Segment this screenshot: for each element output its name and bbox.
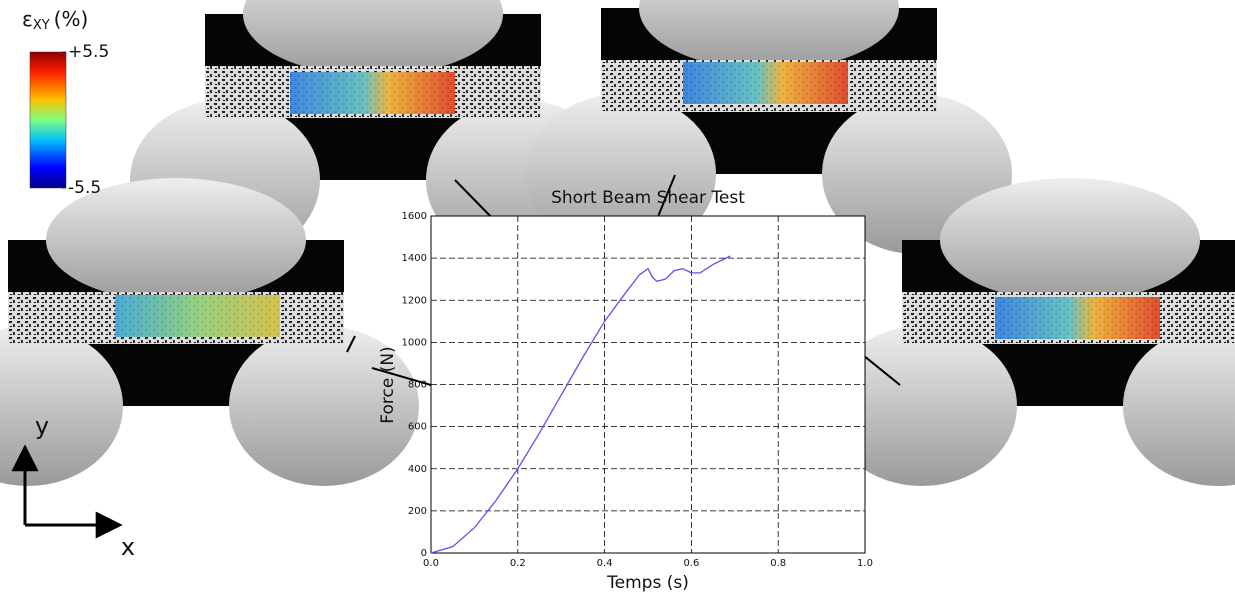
photo-1 xyxy=(130,0,616,260)
x-tick-label: 0.4 xyxy=(597,558,613,569)
colorbar-gradient xyxy=(29,51,67,189)
y-tick-label: 800 xyxy=(408,380,427,391)
axes-icon xyxy=(11,444,123,539)
photo-4 xyxy=(827,178,1235,486)
plot: 0.0 0.2 0.4 0.6 0.8 1.0 0 200 400 600 800 1000 1200 1… xyxy=(378,188,873,593)
y-tick-label: 1400 xyxy=(402,253,427,264)
x-tick-label: 0.0 xyxy=(423,558,439,569)
data-line xyxy=(430,255,731,554)
y-tick-label: 200 xyxy=(408,506,427,517)
axis-icon-y: y xyxy=(35,412,49,440)
x-axis-label: Temps (s) xyxy=(606,573,689,593)
axis-icon-x: x xyxy=(121,533,135,561)
x-tick-label: 0.6 xyxy=(683,558,699,569)
colorbar-unit: (%) xyxy=(54,7,89,31)
y-tick-label: 1600 xyxy=(402,211,427,222)
y-tick-label: 1000 xyxy=(402,337,427,348)
colorbar-subscript: XY xyxy=(33,18,50,33)
colorbar-symbol: ε xyxy=(22,7,33,31)
chart-title: Short Beam Shear Test xyxy=(551,188,745,208)
y-tick-label: 1200 xyxy=(402,295,427,306)
colorbar-tick-label: +5.5 xyxy=(68,42,109,62)
colorbar: εXY (%) +5.5 -5.5 xyxy=(22,7,109,199)
colorbar-tick-label: -5.5 xyxy=(68,178,101,198)
y-tick-label: 400 xyxy=(408,464,427,475)
x-tick-label: 1.0 xyxy=(857,558,873,569)
x-tick-label: 0.2 xyxy=(510,558,526,569)
y-tick-label: 0 xyxy=(421,548,427,559)
y-tick-label: 600 xyxy=(408,422,427,433)
y-axis-label: Force (N) xyxy=(378,346,398,423)
x-tick-label: 0.8 xyxy=(770,558,786,569)
photo-3 xyxy=(0,178,419,486)
colorbar-title: εXY (%) xyxy=(22,7,88,33)
photo-2 xyxy=(526,0,1012,254)
